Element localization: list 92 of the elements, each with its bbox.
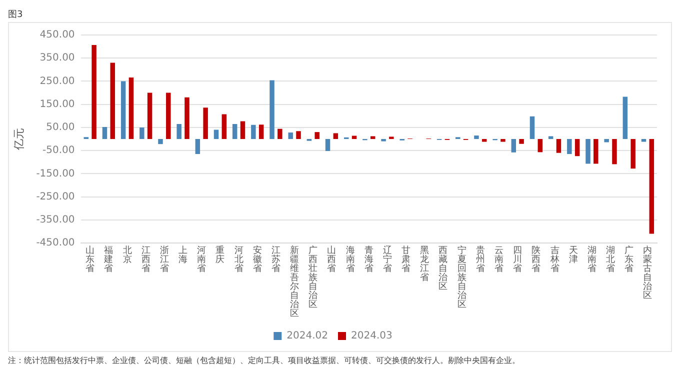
bar <box>333 133 338 139</box>
x-tick-label: 青海省 <box>364 244 374 274</box>
x-tick-label: 甘肃省 <box>402 244 411 274</box>
y-tick-label: -350.00 <box>36 214 75 226</box>
x-tick-label: 北京 <box>122 244 132 265</box>
y-tick-label: -450.00 <box>36 238 75 249</box>
x-tick-label: 山东省 <box>86 244 95 274</box>
bar <box>214 130 219 139</box>
bar <box>574 139 580 156</box>
x-tick-label: 吉林省 <box>549 244 560 274</box>
x-tick-label: 湖北省 <box>606 244 616 274</box>
bar <box>612 139 617 164</box>
x-tick-label: 湖南省 <box>587 244 596 274</box>
x-tick-label: 内蒙古自治区 <box>643 244 652 301</box>
y-tick-label: 150.00 <box>40 98 75 110</box>
chart-title: 图3 <box>8 9 24 22</box>
bar <box>110 62 115 139</box>
x-tick-label: 宁夏回族自治区 <box>457 244 466 310</box>
bar <box>519 139 524 144</box>
bar <box>158 139 163 144</box>
legend-label: 2024.03 <box>351 330 392 342</box>
bar <box>622 96 628 139</box>
bar <box>184 97 190 139</box>
bar <box>314 132 320 139</box>
text: 注：统计范围包括发行中票、企业债、公司债、短融（包含超短）、定向工具、项目收益票据、可转债、可交换债的发行人。剔除中央国有企业。 <box>8 355 521 366</box>
x-tick-label: 广西壮族自治区 <box>308 244 318 310</box>
bar <box>296 131 301 139</box>
bar <box>240 121 246 139</box>
bar <box>325 139 330 152</box>
bar <box>166 92 171 139</box>
bar <box>548 136 554 139</box>
y-tick-label: 450.00 <box>40 30 75 41</box>
x-tick-label: 山西省 <box>327 244 336 274</box>
bar <box>288 132 293 139</box>
bar <box>258 124 264 139</box>
y-tick-label: -150.00 <box>36 168 75 180</box>
x-tick-label: 四川省 <box>513 246 522 274</box>
y-tick-label: -50.00 <box>42 145 75 156</box>
bar <box>128 78 134 139</box>
bar <box>370 136 376 139</box>
y-tick-label: 50.00 <box>46 122 75 134</box>
x-tick-label: 陕西省 <box>532 244 541 274</box>
x-tick-label: 新疆维吾尔自治区 <box>290 244 300 319</box>
bar <box>474 136 479 139</box>
bar <box>482 139 487 142</box>
bar <box>195 139 200 154</box>
x-tick-label: 西藏自治区 <box>438 246 448 292</box>
y-tick-label: 250.00 <box>40 76 75 87</box>
x-tick-label: 福建省 <box>103 244 114 274</box>
x-tick-label: 浙江省 <box>160 244 169 274</box>
bar <box>586 139 590 164</box>
bar <box>92 44 96 139</box>
bar <box>222 114 227 139</box>
x-tick-label: 江苏省 <box>271 244 280 274</box>
x-tick-label: 江西省 <box>141 244 150 274</box>
x-tick-label: 贵州省 <box>476 244 485 274</box>
bar <box>500 139 506 142</box>
bar <box>232 124 238 139</box>
x-tick-label: 辽宁省 <box>382 244 392 274</box>
bar <box>270 80 274 139</box>
y-tick-label: 350.00 <box>40 52 75 64</box>
bar <box>140 127 144 139</box>
x-tick-label: 安徽省 <box>252 244 262 274</box>
y-axis-title: 亿元 <box>12 128 26 151</box>
bar <box>641 139 646 142</box>
legend-label: 2024.02 <box>286 330 328 342</box>
x-tick-label: 上海 <box>178 244 188 265</box>
x-tick-label: 重庆 <box>216 244 225 265</box>
x-tick-label: 天津 <box>568 244 578 265</box>
x-tick-label: 广东省 <box>624 244 634 274</box>
bar <box>176 124 182 139</box>
bar <box>120 81 126 139</box>
x-tick-label: 河南省 <box>197 244 206 274</box>
bar <box>203 108 208 139</box>
bar <box>604 139 609 142</box>
bar <box>147 92 152 139</box>
bar <box>556 139 562 153</box>
bar <box>278 128 282 139</box>
y-tick-label: -250.00 <box>36 191 75 202</box>
bar <box>530 116 535 139</box>
bar <box>649 139 654 234</box>
x-tick-label: 海南省 <box>346 244 355 274</box>
bar <box>511 139 516 152</box>
bar <box>630 139 636 169</box>
x-tick-label: 黑龙江省 <box>420 244 430 283</box>
bar <box>251 124 256 139</box>
bar <box>538 139 543 152</box>
bar <box>567 139 572 154</box>
x-tick-label: 河北省 <box>234 244 244 274</box>
x-tick-label: 云南省 <box>494 246 504 274</box>
bar <box>594 139 598 164</box>
bar <box>102 126 108 139</box>
